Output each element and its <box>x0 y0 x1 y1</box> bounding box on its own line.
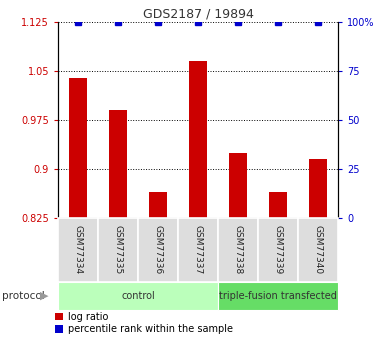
Text: ▶: ▶ <box>40 291 49 301</box>
Bar <box>218 282 338 310</box>
Bar <box>109 110 127 218</box>
Text: triple-fusion transfected: triple-fusion transfected <box>219 291 337 301</box>
Bar <box>269 192 287 218</box>
Bar <box>98 218 138 282</box>
Title: GDS2187 / 19894: GDS2187 / 19894 <box>142 8 253 21</box>
Bar <box>258 218 298 282</box>
Bar <box>69 78 87 218</box>
Text: GSM77334: GSM77334 <box>73 225 83 275</box>
Text: control: control <box>121 291 155 301</box>
Bar <box>138 218 178 282</box>
Legend: log ratio, percentile rank within the sample: log ratio, percentile rank within the sa… <box>55 312 233 334</box>
Bar <box>58 282 218 310</box>
Text: GSM77337: GSM77337 <box>194 225 203 275</box>
Bar <box>58 218 98 282</box>
Text: GSM77335: GSM77335 <box>114 225 123 275</box>
Text: protocol: protocol <box>2 291 45 301</box>
Text: GSM77338: GSM77338 <box>234 225 242 275</box>
Text: GSM77340: GSM77340 <box>314 225 322 275</box>
Bar <box>189 61 207 218</box>
Text: GSM77339: GSM77339 <box>274 225 282 275</box>
Text: GSM77336: GSM77336 <box>154 225 163 275</box>
Bar <box>229 153 247 218</box>
Bar <box>298 218 338 282</box>
Bar <box>309 159 327 218</box>
Bar <box>149 192 167 218</box>
Bar <box>218 218 258 282</box>
Bar <box>178 218 218 282</box>
